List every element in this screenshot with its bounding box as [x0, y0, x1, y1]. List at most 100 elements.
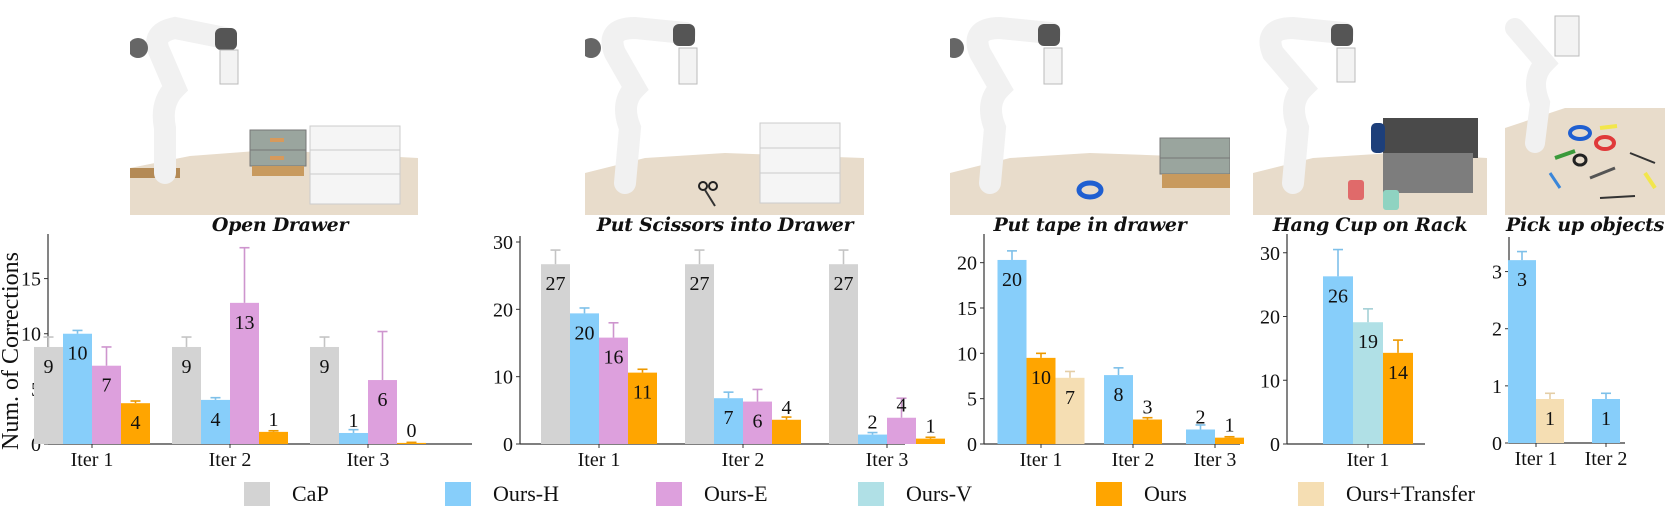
bar-value-label: 7: [724, 407, 734, 429]
y-tick-label: 10: [957, 343, 977, 365]
bar-value-label: 26: [1328, 285, 1348, 307]
y-tick-label: 0: [503, 434, 513, 456]
bar: [339, 432, 368, 444]
y-tick-label: 0: [1270, 434, 1280, 456]
bar-value-label: 3: [1517, 269, 1527, 291]
bar: [172, 346, 201, 444]
bar: [1215, 437, 1244, 444]
bar: [92, 365, 121, 444]
legend-swatch-ours-h: [445, 482, 471, 506]
bar-value-label: 1: [1225, 415, 1235, 437]
bar: [541, 264, 570, 444]
y-tick-label: 30: [1260, 243, 1280, 265]
bar-value-label: 0: [407, 420, 417, 442]
robot-arm-with-cups-and-rack-image: [1253, 16, 1487, 215]
x-tick-label: Iter 3: [1194, 449, 1237, 471]
chart-title-pick-up: Pick up objects: [1505, 214, 1665, 236]
legend-item-ours-v: Ours-V: [858, 480, 972, 508]
bar-value-label: 1: [926, 416, 936, 438]
legend-swatch-ours-e: [656, 482, 682, 506]
y-tick-label: 0: [967, 434, 977, 456]
bar: [397, 442, 426, 444]
bar-value-label: 20: [575, 322, 595, 344]
bar-value-label: 9: [44, 356, 54, 378]
robot-arm-with-tape-and-drawer-image: [950, 16, 1230, 215]
bar: [570, 313, 599, 444]
bar-value-label: 1: [349, 410, 359, 432]
legend-swatch-ours-transfer: [1298, 482, 1324, 506]
legend-label: Ours-H: [493, 481, 559, 506]
bar: [1133, 419, 1162, 444]
bar-value-label: 8: [1114, 384, 1124, 406]
robot-arm-with-scissors-and-drawer-image: [585, 16, 864, 215]
legend-label: Ours: [1144, 481, 1187, 506]
bar-value-label: 3: [1143, 397, 1153, 419]
x-tick-label: Iter 1: [1347, 449, 1390, 471]
x-tick-label: Iter 1: [1515, 448, 1558, 470]
bar-value-label: 16: [604, 347, 624, 369]
bar: [310, 346, 339, 444]
bar-value-label: 9: [320, 356, 330, 378]
bar: [829, 264, 858, 444]
bar: [34, 346, 63, 444]
legend-label: CaP: [292, 481, 329, 506]
bar: [858, 434, 887, 444]
bar-value-label: 7: [102, 375, 112, 397]
bar: [887, 417, 916, 444]
bar-value-label: 19: [1358, 331, 1378, 353]
x-tick-label: Iter 3: [347, 449, 390, 471]
legend-item-ours-h: Ours-H: [445, 480, 559, 508]
bar-value-label: 9: [182, 356, 192, 378]
bar-value-label: 27: [690, 273, 710, 295]
legend-item-ours: Ours: [1096, 480, 1187, 508]
photo-hang-cup-on-rack: [1253, 8, 1487, 215]
bar: [121, 403, 150, 444]
chart-title-put-scissors: Put Scissors into Drawer: [596, 214, 854, 236]
y-tick-label: 20: [957, 253, 977, 275]
y-tick-label: 1: [1492, 376, 1502, 398]
x-tick-label: Iter 3: [866, 449, 909, 471]
y-tick-label: 0: [1492, 433, 1502, 455]
bar-value-label: 1: [1545, 408, 1555, 430]
bar: [368, 380, 397, 444]
bar: [997, 259, 1027, 444]
bar-value-label: 4: [211, 409, 221, 431]
bar-value-label: 10: [68, 343, 88, 365]
bar: [1186, 429, 1215, 444]
legend-swatch-ours-v: [858, 482, 884, 506]
bar-value-label: 2: [1196, 406, 1206, 428]
legend-item-ours-transfer: Ours+Transfer: [1298, 480, 1475, 508]
legend-swatch-cap: [244, 482, 270, 506]
bar: [259, 431, 288, 444]
x-tick-label: Iter 1: [1020, 449, 1063, 471]
bar: [714, 398, 743, 444]
x-tick-label: Iter 1: [71, 449, 114, 471]
bar-value-label: 4: [131, 412, 141, 434]
legend-item-ours-e: Ours-E: [656, 480, 768, 508]
legend-label: Ours+Transfer: [1346, 481, 1475, 506]
chart-title-open-drawer: Open Drawer: [211, 214, 349, 236]
photo-pick-up-objects: [1505, 8, 1665, 215]
bar: [1026, 357, 1056, 444]
bar: [599, 337, 628, 444]
bar-value-label: 20: [1002, 269, 1022, 291]
bar: [1353, 322, 1383, 444]
bar-value-label: 11: [633, 382, 652, 404]
photo-open-drawer: [130, 8, 418, 215]
legend-swatch-ours: [1096, 482, 1122, 506]
bar: [743, 401, 772, 444]
y-tick-label: 30: [493, 232, 513, 254]
bar-value-label: 27: [546, 273, 566, 295]
x-tick-label: Iter 2: [209, 449, 252, 471]
robot-arm-with-scattered-objects-image: [1505, 15, 1665, 215]
bar: [1104, 375, 1133, 444]
bar-value-label: 6: [753, 411, 763, 433]
bar-value-label: 1: [269, 409, 279, 431]
bar: [1592, 399, 1620, 443]
legend-label: Ours-V: [906, 481, 972, 506]
bar-value-label: 14: [1388, 362, 1408, 384]
bar: [230, 302, 259, 444]
photo-put-scissors-into-drawer: [585, 8, 864, 215]
x-tick-label: Iter 2: [722, 449, 765, 471]
bar: [916, 438, 945, 444]
